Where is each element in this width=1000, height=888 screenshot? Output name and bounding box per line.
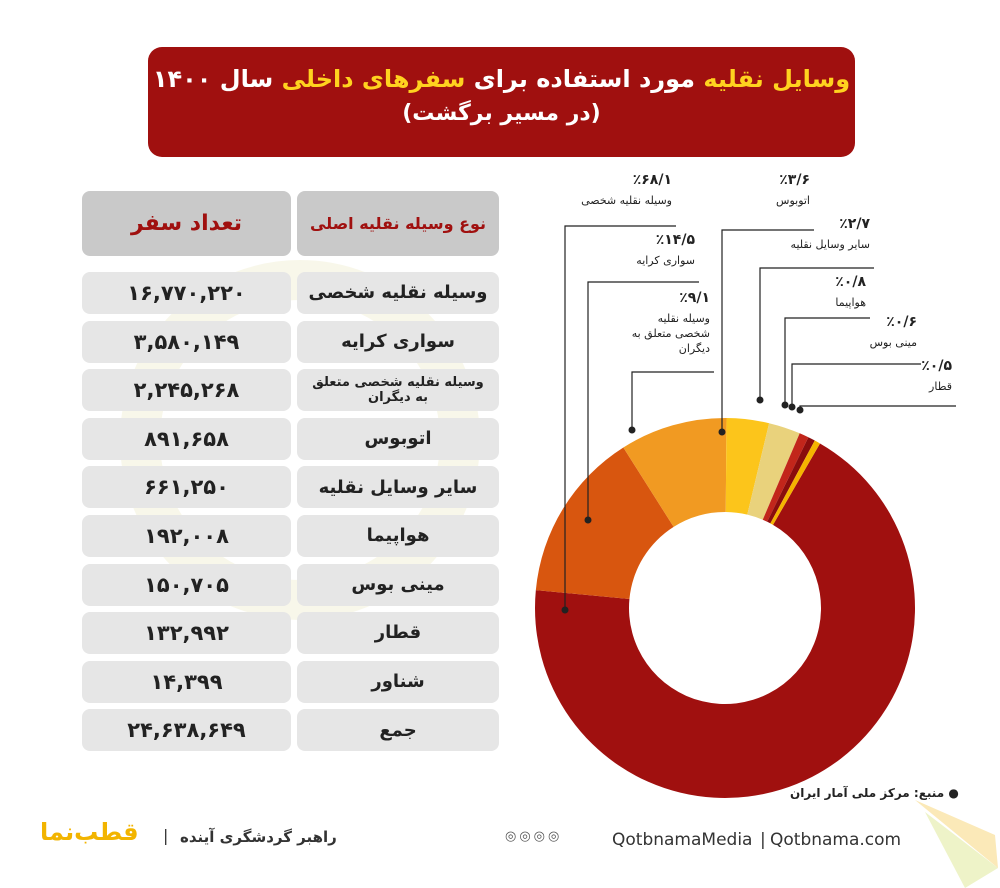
category-label: سایر وسایل نقلیه	[790, 238, 870, 251]
value-label: ٪۶۸/۱	[632, 172, 672, 188]
website: Qotbnama.com	[770, 830, 902, 850]
row-label: مینی بوس	[297, 563, 499, 606]
title-part: سال ۱۴۰۰	[152, 65, 282, 93]
leader-dot	[584, 516, 592, 524]
category-label: سواری کرایه	[636, 254, 695, 267]
callout: ٪۰/۸ هواپیما	[786, 274, 866, 311]
title-part: سفرهای داخلی	[281, 65, 466, 93]
row-label: قطار	[297, 612, 499, 655]
callout: ٪۱۴/۵ سواری کرایه	[585, 232, 695, 269]
value-label: ٪۱۴/۵	[655, 232, 695, 248]
leader-dot	[781, 401, 789, 409]
source: ● منبع: مرکز ملی آمار ایران	[790, 786, 959, 800]
row-value: ۱۵۰,۷۰۵	[82, 563, 291, 606]
callout: ٪۲/۷ سایر وسایل نقلیه	[760, 216, 870, 253]
donut-slice	[770, 440, 820, 525]
row-label: سواری کرایه	[297, 320, 499, 363]
title-part: وسایل نقلیه	[703, 65, 851, 93]
logo: قطب‌نما	[40, 818, 139, 846]
leader-line	[587, 281, 699, 520]
callout: ٪۰/۶ مینی بوس	[837, 314, 917, 351]
row-label: هواپیما	[297, 515, 499, 557]
row-label: جمع	[297, 709, 499, 752]
category-label: اتوبوس	[776, 194, 810, 207]
title-part: مورد استفاده برای	[465, 65, 704, 93]
row-label: سایر وسایل نقلیه	[297, 466, 499, 509]
leader-dot	[796, 406, 804, 414]
row-value: ۲,۲۴۵,۲۶۸	[82, 369, 291, 412]
leader-line	[564, 225, 676, 610]
donut-slice	[535, 447, 674, 599]
category-label: وسیله نقلیه شخصی	[581, 194, 672, 207]
subtitle: (در مسیر برگشت)	[402, 101, 601, 126]
donut-slice	[725, 418, 770, 515]
category-label: وسیله نقلیه شخصی متعلق به دیگران	[631, 312, 710, 355]
row-value: ۱۳۲,۹۹۲	[82, 612, 291, 655]
tagline: راهبر گردشگری آینده	[180, 828, 337, 846]
separator: |	[163, 826, 169, 845]
leader-line	[759, 267, 874, 400]
donut-slice	[623, 417, 727, 527]
leader-dot	[756, 396, 764, 404]
leader-line	[721, 229, 814, 432]
donut-slice	[747, 423, 800, 520]
handle: QotbnamaMedia	[612, 830, 753, 850]
donut-slice	[767, 437, 815, 524]
callout: ٪۹/۱ وسیله نقلیه شخصی متعلق به دیگران	[630, 290, 710, 357]
row-value: ۲۴,۶۳۸,۶۴۹	[82, 709, 291, 752]
leader-line	[791, 363, 921, 407]
callout: ٪۳/۶ اتوبوس	[720, 172, 810, 209]
category-label: هواپیما	[835, 296, 866, 309]
leader-dot	[561, 606, 569, 614]
value-label: ٪۰/۸	[835, 274, 866, 290]
category-label: مینی بوس	[869, 336, 917, 349]
value-label: ٪۰/۶	[886, 314, 917, 330]
row-value: ۶۶۱,۲۵۰	[82, 466, 291, 509]
leader-line	[784, 317, 870, 405]
separator: |	[760, 830, 766, 850]
social-icons: ◎◎◎◎	[505, 829, 563, 844]
leader-line	[631, 371, 714, 430]
header-cell: نوع وسیله نقلیه اصلی	[297, 191, 499, 256]
leader-dot	[628, 426, 636, 434]
title: وسایل نقلیه مورد استفاده برای سفرهای داخ…	[148, 65, 855, 93]
donut-slice	[535, 443, 915, 798]
row-value: ۱۴,۳۹۹	[82, 660, 291, 703]
row-value: ۸۹۱,۶۵۸	[82, 417, 291, 460]
row-value: ۱۶,۷۷۰,۲۲۰	[82, 272, 291, 314]
leader-line	[799, 405, 956, 410]
header-cell: تعداد سفر	[82, 191, 291, 256]
row-value: ۱۹۲,۰۰۸	[82, 515, 291, 557]
decoration	[925, 812, 998, 888]
value-label: ٪۲/۷	[839, 216, 870, 232]
row-label: وسیله نقلیه شخصی	[297, 272, 499, 314]
category-label: قطار	[929, 380, 952, 393]
value-label: ٪۰/۵	[921, 358, 952, 374]
donut-slice	[762, 433, 809, 522]
row-label: وسیله نقلیه شخصی متعلق به دیگران	[297, 369, 499, 412]
row-label: اتوبوس	[297, 417, 499, 460]
callout: ٪۶۸/۱ وسیله نقلیه شخصی	[562, 172, 672, 209]
row-value: ۳,۵۸۰,۱۴۹	[82, 320, 291, 363]
decoration	[915, 800, 998, 868]
source-text: منبع: مرکز ملی آمار ایران	[790, 786, 945, 800]
callout: ٪۰/۵ قطار	[892, 358, 952, 395]
leader-dot	[788, 403, 796, 411]
leader-dot	[718, 428, 726, 436]
value-label: ٪۹/۱	[679, 290, 710, 306]
value-label: ٪۳/۶	[779, 172, 810, 188]
title-box: وسایل نقلیه مورد استفاده برای سفرهای داخ…	[148, 47, 855, 157]
row-label: شناور	[297, 660, 499, 703]
